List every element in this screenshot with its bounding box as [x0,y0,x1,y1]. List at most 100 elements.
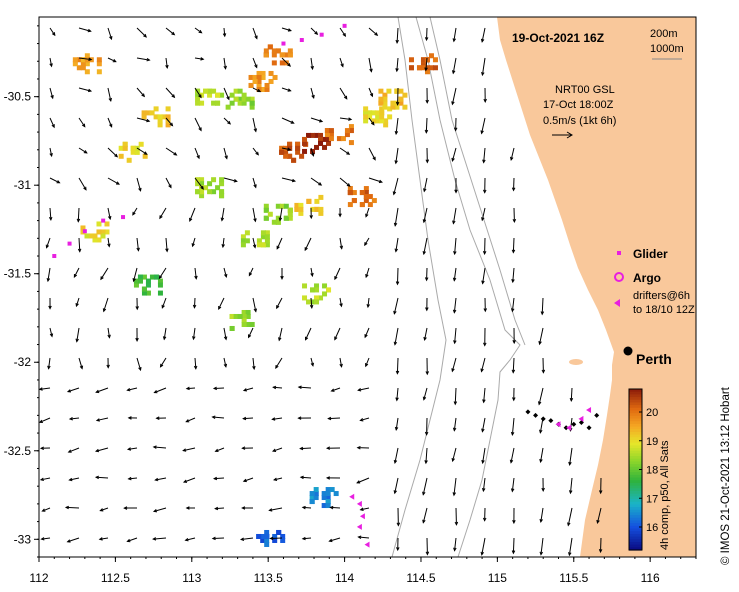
sst-pixel [256,533,262,539]
sst-pixel [264,533,270,539]
sst-pixel [363,190,369,196]
current-arrow-icon [339,57,344,68]
x-tick-label: 116 [641,571,660,585]
current-arrow-icon [425,87,429,104]
sst-pixel [145,278,151,284]
sst-pixel [241,100,247,106]
sst-pixel [260,86,266,92]
vessel-point [571,421,577,427]
current-arrow-icon [182,447,196,452]
sst-pixel [367,194,373,200]
sst-pixel [263,48,269,54]
colorbar-segment [629,466,642,471]
current-arrow-icon [252,87,262,93]
sst-pixel [199,181,205,187]
sst-pixel [141,110,147,116]
colorbar-segment [629,477,642,481]
sst-pixel [100,229,106,235]
current-arrow-icon [368,177,383,184]
colorbar-segment [629,525,642,530]
current-arrow-icon [425,537,430,556]
sst-pixel [347,186,353,192]
sst-pixel [264,234,270,240]
sst-pixel [199,92,205,98]
current-arrow-icon [368,117,375,126]
sst-pixel [306,198,312,204]
sst-pixel [130,145,136,151]
sst-pixel [321,495,327,501]
sst-pixel [207,181,213,187]
sst-pixel [295,145,301,151]
current-arrow-icon [48,207,53,222]
current-arrow-icon [269,536,283,541]
current-arrow-icon [422,507,428,524]
sst-pixel [241,321,247,327]
sst-pixel [145,290,151,296]
sst-pixel [351,198,357,204]
current-arrow-icon [252,57,258,69]
current-arrow-icon [309,207,313,220]
sst-pixel [348,128,354,134]
vessel-point [563,425,569,431]
current-arrow-icon [223,357,228,368]
colorbar-segment [629,512,642,516]
current-arrow-icon [241,506,254,510]
current-arrow-icon [423,327,428,342]
legend-drifters-line1: drifters@6h [633,290,690,302]
current-arrow-icon [107,177,120,185]
drifter-point [566,424,572,431]
sst-pixel [318,136,324,142]
colorbar-segment [629,523,642,527]
rottnest-island [569,359,583,365]
colorbar-segment [629,434,642,438]
current-arrow-icon [127,476,138,481]
sst-pixel [283,153,289,159]
sst-pixel [264,82,270,88]
sst-pixel [96,237,102,243]
sst-pixel [84,69,90,75]
colorbar-segment [629,515,642,519]
current-arrow-icon [165,177,172,189]
sst-pixel [260,533,266,539]
sst-pixel [398,100,404,106]
current-arrow-icon [480,357,486,373]
current-arrow-icon [45,237,51,249]
sst-pixel [351,190,357,196]
sst-pixel [367,202,373,208]
colorbar-segment [629,531,642,535]
colorbar-segment [629,458,642,463]
sst-pixel [347,202,353,208]
current-arrow-icon [39,446,51,450]
current-arrow-icon [38,417,51,423]
sst-pixel [157,118,163,124]
current-arrow-icon [541,477,545,492]
sst-pixel [240,234,246,240]
current-arrow-icon [568,537,573,557]
sst-pixel [287,145,293,151]
sst-pixel [229,325,235,331]
colorbar-segment [629,439,642,444]
current-arrow-icon [453,387,458,406]
current-arrow-icon [78,27,92,33]
colorbar-segment [629,544,642,548]
sst-pixel [157,122,163,128]
sst-pixel [195,96,201,102]
sst-pixel [233,96,239,102]
current-arrow-icon [364,327,370,339]
current-source-line2: 17-Oct 18:00Z [543,99,614,111]
colorbar-segment [629,464,642,468]
colorbar-segment [629,474,642,479]
sst-pixel [263,207,269,213]
colorbar-segment [629,429,642,433]
current-arrow-icon [480,537,486,556]
current-arrow-icon [510,147,515,161]
current-arrow-icon [158,267,167,280]
current-arrow-icon [100,267,109,281]
colorbar-segment [629,410,642,414]
current-arrow-icon [152,507,167,513]
sst-pixel [416,65,422,71]
current-arrow-icon [424,417,429,436]
current-arrow-icon [107,117,113,128]
sst-pixel [271,60,277,66]
sst-pixel [260,234,266,240]
